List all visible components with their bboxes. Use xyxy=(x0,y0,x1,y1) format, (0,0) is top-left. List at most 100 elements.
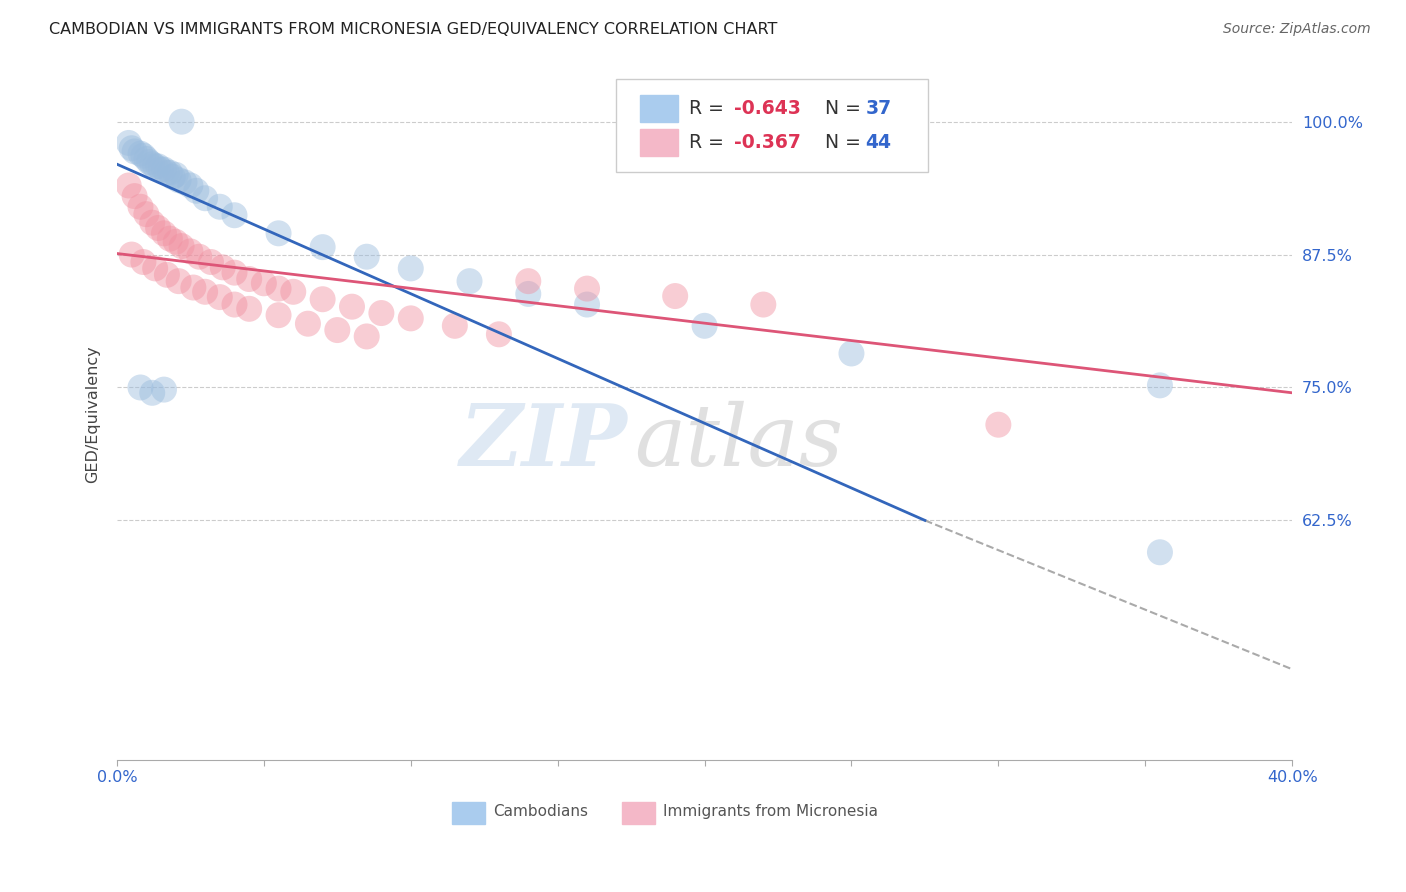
Point xyxy=(170,239,193,253)
Point xyxy=(693,318,716,333)
Point xyxy=(194,191,217,205)
Point xyxy=(165,168,187,182)
Point xyxy=(399,261,422,276)
FancyBboxPatch shape xyxy=(451,802,485,824)
Text: Cambodians: Cambodians xyxy=(494,804,588,819)
Point xyxy=(188,250,211,264)
Text: atlas: atlas xyxy=(634,401,844,483)
Point xyxy=(124,145,146,159)
Point xyxy=(208,290,231,304)
Text: R =: R = xyxy=(689,99,730,118)
Point xyxy=(183,280,205,294)
Point xyxy=(132,149,155,163)
Point xyxy=(517,274,540,288)
Point xyxy=(141,385,163,400)
Point xyxy=(194,285,217,299)
Point xyxy=(153,162,176,177)
Point xyxy=(1149,378,1171,392)
FancyBboxPatch shape xyxy=(623,802,655,824)
Text: N =: N = xyxy=(813,133,866,152)
Point xyxy=(488,327,510,342)
Point xyxy=(179,178,201,193)
Point xyxy=(173,175,195,189)
Point xyxy=(143,261,166,276)
FancyBboxPatch shape xyxy=(640,129,678,155)
Point xyxy=(267,308,290,322)
Point xyxy=(135,152,157,166)
Point xyxy=(156,268,179,282)
Point xyxy=(253,277,276,291)
Point xyxy=(208,200,231,214)
Point xyxy=(143,159,166,173)
Point xyxy=(211,260,233,275)
Text: -0.643: -0.643 xyxy=(734,99,801,118)
Point xyxy=(129,380,152,394)
Point xyxy=(159,166,181,180)
Point xyxy=(118,136,141,150)
Point xyxy=(124,189,146,203)
Point xyxy=(150,162,173,177)
Point xyxy=(156,166,179,180)
Point xyxy=(141,216,163,230)
Point xyxy=(118,178,141,193)
Point xyxy=(664,289,686,303)
Point xyxy=(121,141,143,155)
Point xyxy=(179,244,201,259)
Point xyxy=(162,169,184,184)
Point xyxy=(443,318,465,333)
FancyBboxPatch shape xyxy=(616,78,928,172)
Point xyxy=(752,297,775,311)
Text: N =: N = xyxy=(813,99,866,118)
Point xyxy=(356,250,378,264)
Point xyxy=(153,383,176,397)
Point xyxy=(129,146,152,161)
Point xyxy=(132,255,155,269)
Point xyxy=(146,221,169,235)
Point xyxy=(238,301,260,316)
Point xyxy=(283,285,305,299)
Point xyxy=(576,297,599,311)
Point xyxy=(224,266,246,280)
Point xyxy=(326,323,349,337)
Point xyxy=(135,207,157,221)
Point xyxy=(224,208,246,222)
Point xyxy=(399,311,422,326)
Point xyxy=(138,155,160,169)
Point xyxy=(340,300,363,314)
Text: 37: 37 xyxy=(866,99,891,118)
Text: ZIP: ZIP xyxy=(460,400,628,483)
Point xyxy=(356,329,378,343)
Point xyxy=(311,292,333,306)
Text: R =: R = xyxy=(689,133,730,152)
Point xyxy=(311,240,333,254)
Point xyxy=(146,159,169,173)
Point xyxy=(370,306,392,320)
Point xyxy=(297,317,319,331)
Point xyxy=(458,274,481,288)
Point xyxy=(267,282,290,296)
Point xyxy=(121,247,143,261)
Point xyxy=(167,173,190,187)
Point xyxy=(841,346,863,360)
Point xyxy=(200,255,222,269)
Point xyxy=(141,157,163,171)
Text: CAMBODIAN VS IMMIGRANTS FROM MICRONESIA GED/EQUIVALENCY CORRELATION CHART: CAMBODIAN VS IMMIGRANTS FROM MICRONESIA … xyxy=(49,22,778,37)
Text: Immigrants from Micronesia: Immigrants from Micronesia xyxy=(664,804,879,819)
Point xyxy=(153,227,176,241)
Text: -0.367: -0.367 xyxy=(734,133,801,152)
Point xyxy=(224,297,246,311)
Point xyxy=(987,417,1010,432)
Point xyxy=(170,114,193,128)
Text: 44: 44 xyxy=(866,133,891,152)
Text: Source: ZipAtlas.com: Source: ZipAtlas.com xyxy=(1223,22,1371,37)
Point xyxy=(238,272,260,286)
Point xyxy=(167,274,190,288)
Y-axis label: GED/Equivalency: GED/Equivalency xyxy=(86,345,100,483)
Point xyxy=(1149,545,1171,559)
Point xyxy=(267,227,290,241)
Point xyxy=(159,232,181,246)
FancyBboxPatch shape xyxy=(640,95,678,121)
Point xyxy=(186,184,208,198)
Point xyxy=(576,282,599,296)
Point xyxy=(129,200,152,214)
